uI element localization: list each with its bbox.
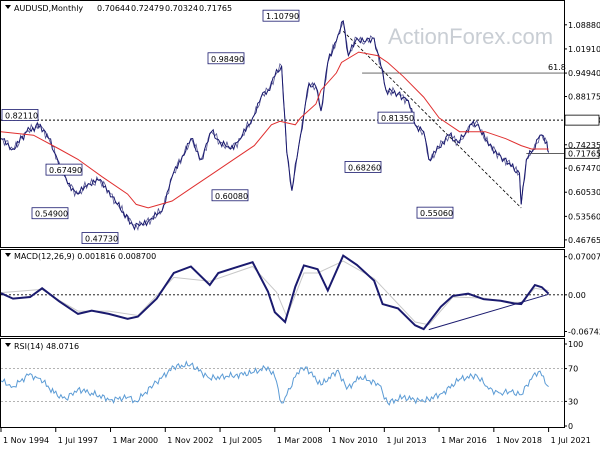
last-price-label: 0.71765 (568, 149, 600, 158)
price-range-series (0, 20, 549, 231)
annotation-label: 0.55060 (420, 209, 453, 218)
annotation-box (262, 9, 300, 22)
rsi-tick-label: 100 (568, 340, 583, 349)
rsi-line (0, 360, 549, 406)
time-tick-label: 1 Nov 2002 (167, 436, 213, 445)
time-tick-label: 1 Nov 2010 (332, 436, 378, 445)
annotation-label: 1.10790 (266, 12, 299, 21)
ohlc-close: 0.71765 (199, 4, 232, 13)
price-tick-label: 1.01910 (568, 45, 600, 54)
macd-tick-label: 0.00 (568, 291, 586, 300)
watermark: ActionForex.com (388, 24, 553, 49)
time-tick-label: 1 Jul 2013 (386, 436, 426, 445)
price-tick-label: 0.60530 (568, 188, 600, 197)
rsi-tick-label: 30 (568, 397, 578, 406)
ohlc-open: 0.70644 (97, 4, 130, 13)
annotation-box (207, 52, 245, 65)
time-tick-label: 1 Jul 1997 (58, 436, 98, 445)
macd-trendline (428, 293, 549, 331)
rsi-plot (0, 360, 564, 406)
rsi-axis: 100 70 30 0 (564, 340, 583, 431)
macd-tick-label: -0.067423 (568, 328, 600, 337)
annotation-label: 0.67490 (49, 166, 82, 175)
annotation-label: 0.81350 (381, 114, 414, 123)
time-tick-label: 1 Jul 2021 (551, 436, 591, 445)
annotation-box (81, 232, 119, 244)
macd-header: MACD(12,26,9) 0.001816 0.008700 (5, 252, 156, 261)
macd-line (0, 254, 550, 331)
time-tick-label: 1 Nov 2018 (496, 436, 542, 445)
time-tick-label: 1 Mar 2000 (113, 436, 159, 445)
price-tick-label: 0.88175 (568, 92, 600, 101)
rsi-tick-label: 0 (568, 422, 573, 431)
annotation-box (45, 163, 83, 176)
rsi-tick-label: 70 (568, 365, 578, 374)
rsi-header: RSI(14) 48.0716 (5, 342, 79, 351)
annotation-box (377, 111, 415, 124)
time-axis: 1 Nov 1994 1 Jul 1997 1 Mar 2000 1 Nov 2002… (0, 428, 591, 445)
collapse-triangle-icon (5, 343, 11, 347)
collapse-triangle-icon (5, 5, 11, 9)
annotation-box (344, 161, 382, 173)
annotation-label: 0.82110 (5, 111, 38, 120)
price-tick-label: 0.67470 (568, 164, 600, 173)
macd-tick-label: 0.070071 (568, 253, 600, 262)
price-tick-label: 0.94940 (568, 69, 600, 78)
price-tick-label: 0.53560 (568, 212, 600, 221)
fib-label: 61.8 (548, 63, 566, 72)
macd-panel (0, 249, 565, 337)
annotation-box (1, 109, 39, 121)
price-annotations: 0.82110 0.67490 0.54900 0.47730 0.98490 0.600… (1, 9, 454, 244)
macd-axis: 0.070071 0.00 -0.067423 (564, 253, 600, 337)
macd-plot (0, 254, 564, 331)
moving-average-line (0, 51, 549, 209)
annotation-label: 0.47730 (85, 235, 118, 244)
annotation-label: 0.68260 (348, 163, 381, 172)
price-axis: 1.088801.019100.949400.881750.813500.742… (564, 21, 600, 245)
symbol-title: AUDUSD,Monthly (14, 4, 83, 13)
price-plot: 61.8 0.71765 (0, 20, 600, 231)
ohlc-low: 0.70324 (165, 4, 198, 13)
annotation-box (31, 207, 69, 220)
last-price-tag (564, 147, 600, 159)
ohlc-high: 0.72479 (131, 4, 164, 13)
price-header: AUDUSD,Monthly 0.70644 0.72479 0.70324 0… (5, 4, 232, 13)
rsi-title: RSI(14) 48.0716 (14, 342, 79, 351)
time-tick-label: 1 Mar 2016 (441, 436, 487, 445)
annotation-box (211, 189, 249, 202)
time-tick-label: 1 Mar 2008 (277, 436, 323, 445)
annotation-label: 0.98490 (211, 55, 244, 64)
trend-channel-line (342, 31, 522, 209)
price-tick-label: 0.74235 (568, 141, 600, 150)
annotation-label: 0.60080 (215, 192, 248, 201)
resistance-tag (564, 114, 600, 126)
time-tick-label: 1 Jul 2005 (222, 436, 262, 445)
price-tick-label: 0.46765 (568, 236, 600, 245)
rsi-panel (0, 338, 565, 428)
annotation-box (416, 206, 454, 219)
annotation-label: 0.54900 (35, 210, 68, 219)
price-tick-label: 1.08880 (568, 21, 600, 30)
time-tick-label: 1 Nov 1994 (3, 436, 49, 445)
collapse-triangle-icon (5, 253, 11, 257)
macd-title: MACD(12,26,9) 0.001816 0.008700 (14, 252, 156, 261)
